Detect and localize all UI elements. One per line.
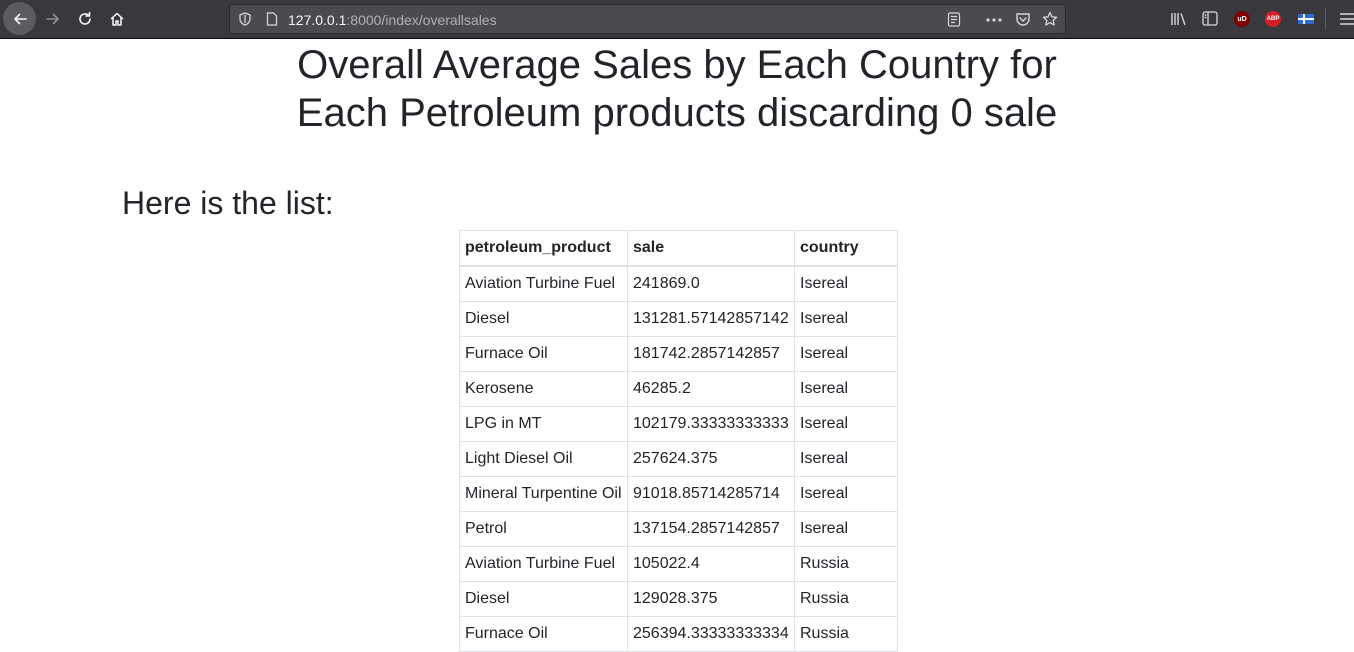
cell-country: Isereal	[794, 511, 898, 547]
cell-petroleum-product: LPG in MT	[459, 406, 628, 442]
column-header-country: country	[794, 230, 898, 267]
cell-petroleum-product: Petrol	[459, 511, 628, 547]
more-actions-icon[interactable]	[986, 18, 1002, 22]
cell-petroleum-product: Furnace Oil	[459, 616, 628, 652]
column-header-sale: sale	[627, 230, 795, 267]
table-row: Diesel 129028.375 Russia	[459, 581, 898, 617]
bookmark-star-icon[interactable]	[1042, 11, 1058, 27]
cell-country: Isereal	[794, 336, 898, 372]
page-title-line-2: Each Petroleum products discarding 0 sal…	[296, 91, 1058, 135]
shield-icon	[239, 12, 251, 26]
reload-button[interactable]	[69, 3, 101, 35]
cell-country: Russia	[794, 616, 898, 652]
sidebar-icon[interactable]	[1202, 11, 1218, 26]
cell-sale: 129028.375	[627, 581, 795, 617]
cell-country: Isereal	[794, 476, 898, 512]
arrow-right-icon	[46, 13, 59, 25]
adblock-plus-icon[interactable]: ABP	[1265, 11, 1281, 27]
sales-table: petroleum_product sale country Aviation …	[459, 230, 898, 652]
cell-country: Russia	[794, 581, 898, 617]
cell-sale: 102179.33333333333	[627, 406, 795, 442]
page-title: Overall Average Sales by Each Country fo…	[0, 41, 1354, 137]
url-path: :8000/index/overallsales	[346, 12, 497, 28]
cell-country: Isereal	[794, 265, 898, 302]
forward-button[interactable]	[37, 3, 69, 35]
cell-sale: 256394.33333333334	[627, 616, 795, 652]
address-bar[interactable]: 127.0.0.1:8000/index/overallsales	[229, 4, 1066, 34]
cell-country: Isereal	[794, 371, 898, 407]
home-button[interactable]	[101, 3, 133, 35]
table-row: Aviation Turbine Fuel 105022.4 Russia	[459, 546, 898, 582]
table-row: Petrol 137154.2857142857 Isereal	[459, 511, 898, 547]
cell-country: Isereal	[794, 406, 898, 442]
cell-country: Isereal	[794, 301, 898, 337]
back-button[interactable]	[3, 2, 36, 35]
list-heading: Here is the list:	[122, 185, 334, 221]
toolbar-separator	[1325, 8, 1326, 30]
table-row: Mineral Turpentine Oil 91018.85714285714 I…	[459, 476, 898, 512]
home-icon	[110, 12, 124, 26]
cell-sale: 181742.2857142857	[627, 336, 795, 372]
cell-petroleum-product: Furnace Oil	[459, 336, 628, 372]
hamburger-menu-icon[interactable]	[1339, 12, 1354, 26]
cell-petroleum-product: Aviation Turbine Fuel	[459, 265, 628, 302]
cell-sale: 91018.85714285714	[627, 476, 795, 512]
cell-sale: 46285.2	[627, 371, 795, 407]
cell-sale: 131281.57142857142	[627, 301, 795, 337]
table-row: Furnace Oil 181742.2857142857 Isereal	[459, 336, 898, 372]
cell-petroleum-product: Mineral Turpentine Oil	[459, 476, 628, 512]
page-icon	[266, 12, 278, 26]
arrow-left-icon	[13, 13, 27, 24]
table-header-row: petroleum_product sale country	[459, 230, 898, 267]
pocket-icon[interactable]	[1015, 12, 1031, 27]
table-row: Aviation Turbine Fuel 241869.0 Isereal	[459, 265, 898, 302]
cell-petroleum-product: Diesel	[459, 301, 628, 337]
cell-sale: 241869.0	[627, 265, 795, 302]
url-text: 127.0.0.1:8000/index/overallsales	[288, 12, 497, 28]
reader-view-icon[interactable]	[947, 12, 961, 27]
cell-sale: 257624.375	[627, 441, 795, 477]
cell-petroleum-product: Kerosene	[459, 371, 628, 407]
ublock-icon[interactable]: uD	[1234, 11, 1250, 27]
cell-petroleum-product: Light Diesel Oil	[459, 441, 628, 477]
column-header-petroleum-product: petroleum_product	[459, 230, 628, 267]
table-row: Kerosene 46285.2 Isereal	[459, 371, 898, 407]
cell-petroleum-product: Aviation Turbine Fuel	[459, 546, 628, 582]
table-row: Diesel 131281.57142857142 Isereal	[459, 301, 898, 337]
table-row: Furnace Oil 256394.33333333334 Russia	[459, 616, 898, 652]
cell-country: Isereal	[794, 441, 898, 477]
extension-flag-icon[interactable]	[1297, 11, 1315, 27]
cell-country: Russia	[794, 546, 898, 582]
cell-sale: 105022.4	[627, 546, 795, 582]
cell-petroleum-product: Diesel	[459, 581, 628, 617]
table-row: Light Diesel Oil 257624.375 Isereal	[459, 441, 898, 477]
table-row: LPG in MT 102179.33333333333 Isereal	[459, 406, 898, 442]
page-title-line-1: Overall Average Sales by Each Country fo…	[297, 43, 1057, 87]
library-icon[interactable]	[1170, 11, 1188, 27]
browser-toolbar: 127.0.0.1:8000/index/overallsales uD ABP	[0, 0, 1354, 39]
cell-sale: 137154.2857142857	[627, 511, 795, 547]
reload-icon	[79, 11, 91, 25]
url-host: 127.0.0.1	[288, 12, 347, 28]
